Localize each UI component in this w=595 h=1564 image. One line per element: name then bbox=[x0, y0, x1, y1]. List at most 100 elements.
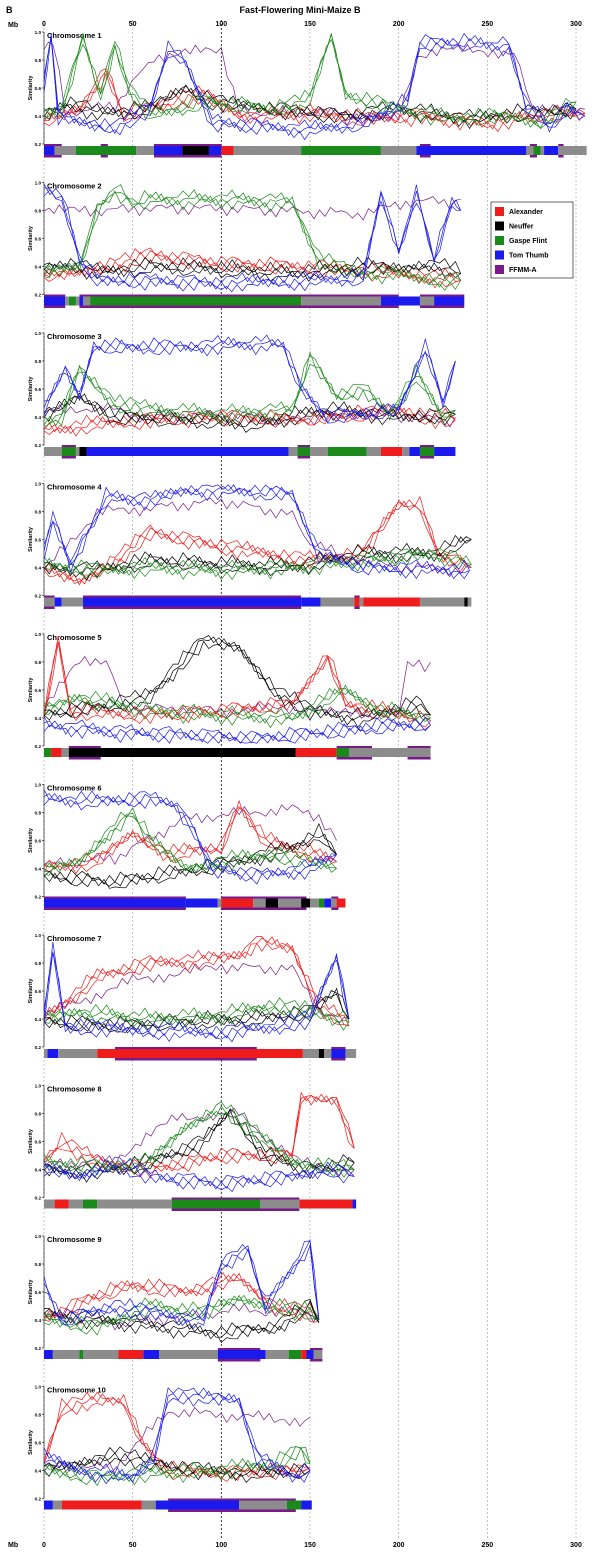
ancestry-segment-tom-thumb bbox=[380, 296, 420, 306]
ancestry-segment-unassigned bbox=[419, 296, 435, 306]
series-line-alexander bbox=[43, 1093, 355, 1171]
y-tick-label: 0.4 bbox=[35, 1168, 42, 1173]
ancestry-segment-tom-thumb bbox=[352, 1199, 357, 1209]
ancestry-segment-gaspe-flint bbox=[318, 898, 325, 908]
y-tick-label: 0.4 bbox=[35, 265, 42, 270]
chromosome-label: Chromosome 9 bbox=[47, 1235, 102, 1244]
y-tick-label: 0.8 bbox=[35, 58, 42, 63]
ancestry-segment-tom-thumb bbox=[434, 296, 465, 306]
ancestry-segment-tom-thumb bbox=[208, 146, 222, 155]
y-tick-label: 0.6 bbox=[35, 839, 42, 844]
series-line-gaspe-flint bbox=[43, 1445, 311, 1483]
legend-swatch-alexander bbox=[495, 207, 504, 216]
series-line-alexander bbox=[43, 942, 350, 1027]
ffmm-marker-bottom bbox=[419, 305, 465, 308]
ffmm-marker-bottom bbox=[419, 456, 435, 459]
ancestry-segment-gaspe-flint bbox=[90, 296, 302, 306]
series-line-tom-thumb bbox=[43, 187, 462, 290]
series-line-gaspe-flint bbox=[43, 1003, 350, 1025]
legend-label-ffmm-a: FFMM-A bbox=[509, 267, 537, 274]
ancestry-segment-tom-thumb bbox=[331, 1049, 346, 1058]
y-tick-label: 1.0 bbox=[35, 30, 42, 35]
y-tick-label: 0.4 bbox=[35, 716, 42, 721]
y-axis-label: Similarity bbox=[28, 225, 34, 251]
ffmm-marker-top bbox=[114, 1047, 257, 1049]
ffmm-marker-top bbox=[407, 746, 431, 748]
ffmm-marker-bottom bbox=[217, 1359, 261, 1362]
series-line-gaspe-flint bbox=[43, 548, 472, 574]
ancestry-segment-unassigned bbox=[288, 447, 298, 456]
ancestry-segment-unassigned bbox=[407, 748, 431, 757]
ffmm-marker-bottom bbox=[168, 1509, 296, 1512]
ffmm-marker-top bbox=[83, 595, 302, 598]
ancestry-segment-gaspe-flint bbox=[297, 447, 310, 456]
series-line-gaspe-flint bbox=[43, 997, 350, 1022]
y-axis-label: Similarity bbox=[28, 1429, 34, 1455]
y-tick-label: 1.0 bbox=[35, 1385, 42, 1390]
ffmm-marker-top bbox=[558, 144, 564, 146]
ffmm-marker-bottom bbox=[331, 907, 339, 910]
ancestry-segment-tom-thumb bbox=[544, 146, 559, 155]
series-line-gaspe-flint bbox=[43, 351, 456, 427]
ffmm-marker-bottom bbox=[336, 757, 373, 760]
ancestry-segment-gaspe-flint bbox=[171, 1199, 261, 1209]
ancestry-segment-tom-thumb bbox=[153, 146, 183, 155]
ancestry-segment-alexander bbox=[221, 898, 254, 908]
ancestry-segment-unassigned bbox=[239, 1500, 287, 1510]
ffmm-marker-bottom bbox=[171, 1208, 300, 1211]
ancestry-segment-unassigned bbox=[61, 597, 84, 607]
ancestry-segment-gaspe-flint bbox=[75, 146, 137, 155]
ancestry-segment-tom-thumb bbox=[86, 447, 289, 456]
legend-swatch-ffmm-a bbox=[495, 265, 504, 274]
ancestry-segment-gaspe-flint bbox=[61, 447, 76, 456]
series-line-gaspe-flint bbox=[43, 1446, 311, 1487]
ancestry-segment-gaspe-flint bbox=[327, 447, 367, 456]
ancestry-segment-alexander bbox=[295, 748, 337, 757]
ancestry-segment-alexander bbox=[301, 1350, 307, 1359]
chromosome-label: Chromosome 3 bbox=[47, 332, 102, 341]
ancestry-segment-unassigned bbox=[75, 447, 80, 456]
series-line-ffmm-a bbox=[43, 962, 350, 1024]
x-tick-bottom-300: 300 bbox=[570, 1542, 582, 1549]
ffmm-marker-top bbox=[68, 746, 101, 748]
panel-chromosome-5: 0.2 0.4 0.6 0.8 1.0 Similarity Chromosome 5 bbox=[28, 632, 431, 760]
chromosome-label: Chromosome 5 bbox=[47, 633, 102, 642]
y-tick-label: 0.6 bbox=[35, 1441, 42, 1446]
ffmm-marker-top bbox=[419, 294, 465, 297]
ancestry-segment-tom-thumb bbox=[217, 1350, 266, 1359]
ffmm-marker-bottom bbox=[153, 155, 222, 158]
y-tick-label: 0.4 bbox=[35, 114, 42, 119]
series-line-neuffer bbox=[43, 1446, 311, 1475]
series-line-alexander bbox=[43, 495, 472, 586]
legend-swatch-neuffer bbox=[495, 221, 504, 231]
x-tick-bottom-0: 0 bbox=[42, 1542, 46, 1549]
legend-swatch-tom-thumb bbox=[495, 250, 504, 260]
ancestry-segment-tom-thumb bbox=[44, 296, 66, 306]
panel-chromosome-10: 0.2 0.4 0.6 0.8 1.0 Similarity Chromosome 10 bbox=[28, 1385, 312, 1512]
y-tick-label: 0.8 bbox=[35, 660, 42, 665]
ancestry-segment-unassigned bbox=[260, 1199, 300, 1209]
ancestry-segment-tom-thumb bbox=[44, 146, 55, 155]
ancestry-segment-unassigned bbox=[83, 1350, 119, 1359]
series-line-neuffer bbox=[43, 392, 456, 433]
ancestry-segment-unassigned bbox=[97, 1199, 172, 1209]
chromosome-label: Chromosome 2 bbox=[47, 182, 102, 191]
ancestry-segment-unassigned bbox=[217, 898, 222, 908]
series-line-gaspe-flint bbox=[43, 190, 461, 291]
series-line-alexander bbox=[43, 1272, 320, 1321]
y-tick-label: 0.8 bbox=[35, 359, 42, 364]
series-line-tom-thumb bbox=[43, 1156, 355, 1187]
ancestry-segment-gaspe-flint bbox=[533, 146, 541, 155]
series-line-neuffer bbox=[43, 634, 431, 718]
panel-chromosome-1: 0.2 0.4 0.6 0.8 1.0 Similarity Chromosome 1 bbox=[28, 30, 587, 158]
ancestry-segment-unassigned bbox=[380, 146, 417, 155]
series-line-neuffer bbox=[43, 1456, 311, 1483]
series-line-alexander bbox=[43, 70, 586, 130]
ffmm-marker-bottom bbox=[114, 1058, 257, 1061]
ffmm-marker-bottom bbox=[331, 1058, 346, 1061]
ancestry-segment-alexander bbox=[363, 597, 420, 607]
y-tick-label: 1.0 bbox=[35, 482, 42, 487]
series-line-tom-thumb bbox=[43, 337, 456, 424]
ancestry-segment-neuffer bbox=[301, 898, 310, 908]
